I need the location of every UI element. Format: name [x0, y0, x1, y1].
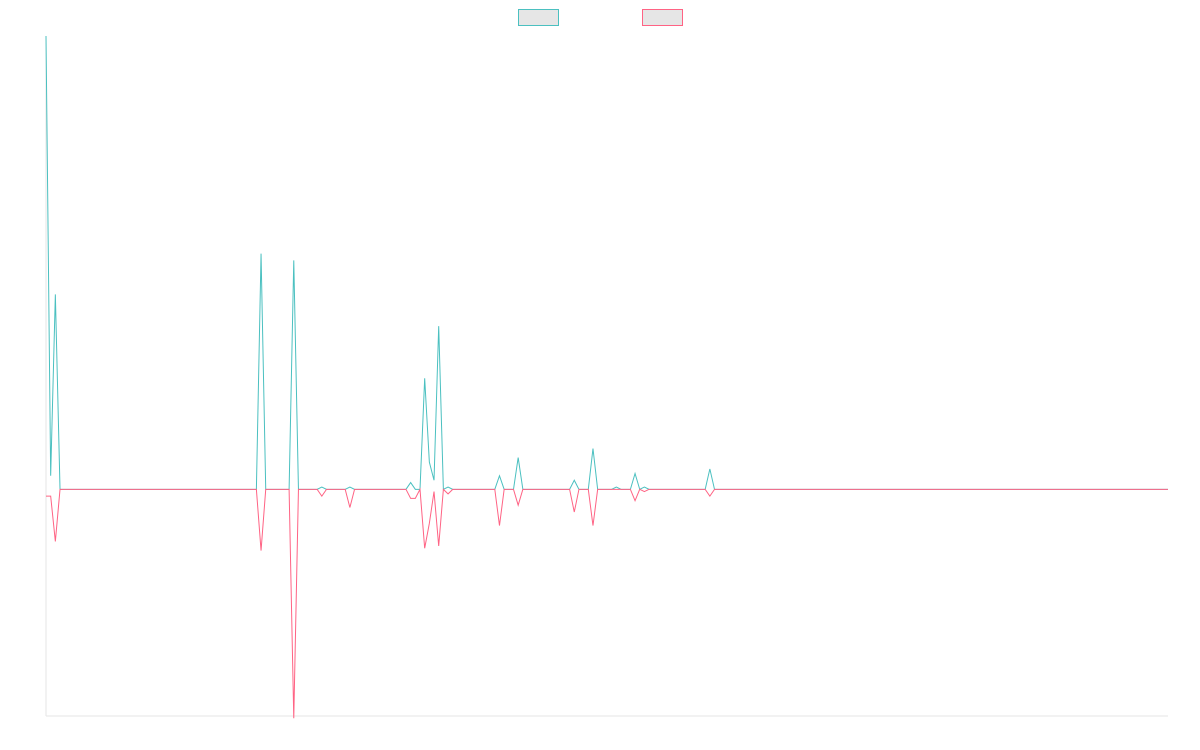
- series-layer: [45, 35, 1168, 719]
- legend-swatch-1[interactable]: [518, 9, 559, 26]
- legend-swatch-2[interactable]: [642, 9, 683, 26]
- series-line-1: [45, 35, 1168, 491]
- chart-axes: [45, 36, 1168, 717]
- series-line-2: [46, 487, 1168, 719]
- legend[interactable]: [518, 9, 683, 26]
